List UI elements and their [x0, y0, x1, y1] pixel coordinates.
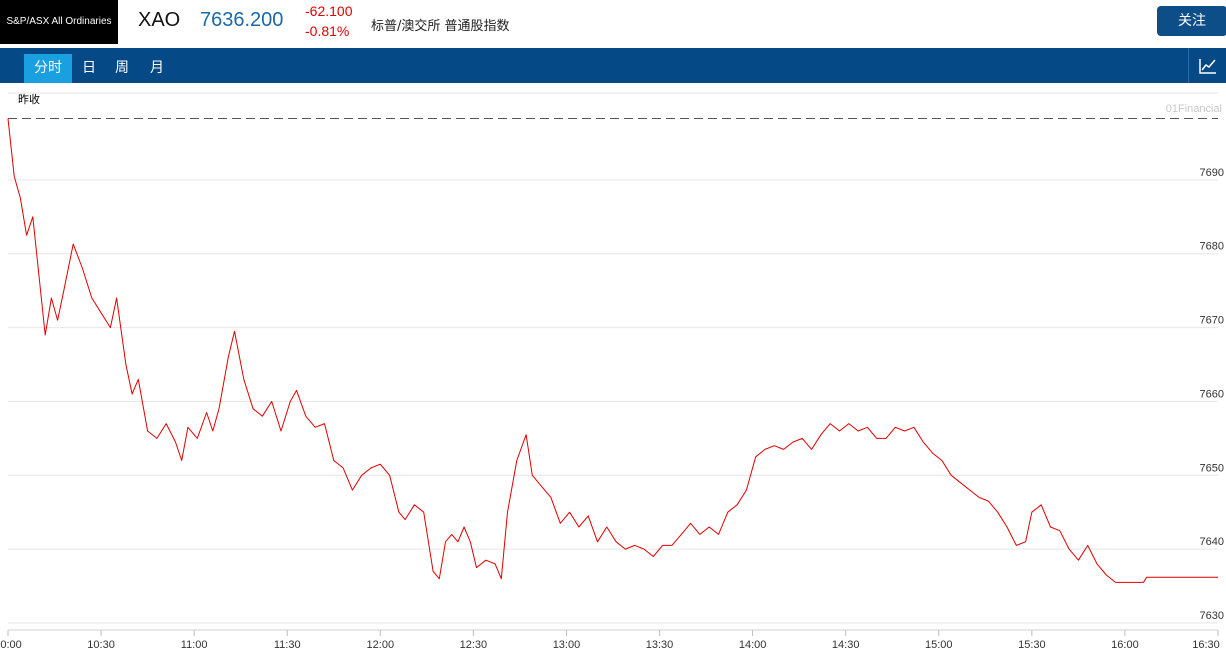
tab-week[interactable]: 周 [115, 60, 129, 76]
x-tick-label: 14:00 [739, 639, 767, 651]
prev-close-label: 昨收 [18, 92, 40, 106]
line-chart-icon [1199, 58, 1216, 74]
quote-header: S&P/ASX All Ordinaries XAO 7636.200 -62.… [0, 0, 1226, 44]
x-tick-label: 11:30 [274, 639, 301, 651]
x-tick-label: 12:30 [460, 639, 488, 651]
index-logo: S&P/ASX All Ordinaries [0, 0, 118, 44]
x-tick-label: 16:00 [1111, 639, 1139, 651]
y-tick-label: 7690 [1200, 167, 1224, 179]
y-tick-label: 7650 [1200, 462, 1224, 474]
x-tick-label: 12:00 [367, 639, 395, 651]
y-tick-label: 7630 [1200, 610, 1224, 622]
x-tick-label: 10:30 [87, 639, 115, 651]
x-tick-label: 10:00 [0, 639, 22, 651]
price-change-percent: -0.81% [305, 23, 350, 39]
y-tick-label: 7640 [1200, 536, 1224, 548]
index-name: 标普/澳交所 普通股指数 [371, 19, 510, 34]
follow-button[interactable]: 关注 [1157, 6, 1226, 36]
y-tick-label: 7670 [1200, 315, 1224, 327]
chart-toolbar: 分时 日 周 月 [0, 48, 1226, 83]
x-tick-label: 14:30 [832, 639, 860, 651]
x-tick-label: 16:30 [1192, 639, 1220, 651]
intraday-chart: 昨收 01Financial 7690 7680 7670 7660 7650 7640 7… [0, 92, 1224, 651]
price-change: -62.100 [305, 3, 353, 19]
tab-month[interactable]: 月 [150, 60, 164, 76]
x-tick-label: 13:00 [553, 639, 581, 651]
tab-intraday[interactable]: 分时 [24, 54, 72, 83]
chart-type-button[interactable] [1188, 48, 1226, 83]
tab-day[interactable]: 日 [82, 60, 96, 76]
y-tick-label: 7680 [1200, 241, 1224, 253]
watermark-text: 01Financial [1166, 103, 1222, 115]
symbol-label: XAO [138, 9, 181, 31]
price-series-line [7, 118, 1218, 583]
x-tick-label: 15:30 [1018, 639, 1046, 651]
y-tick-label: 7660 [1200, 388, 1224, 400]
last-price: 7636.200 [200, 9, 284, 31]
x-tick-label: 13:30 [646, 639, 674, 651]
x-tick-label: 11:00 [181, 639, 208, 651]
x-tick-label: 15:00 [925, 639, 953, 651]
